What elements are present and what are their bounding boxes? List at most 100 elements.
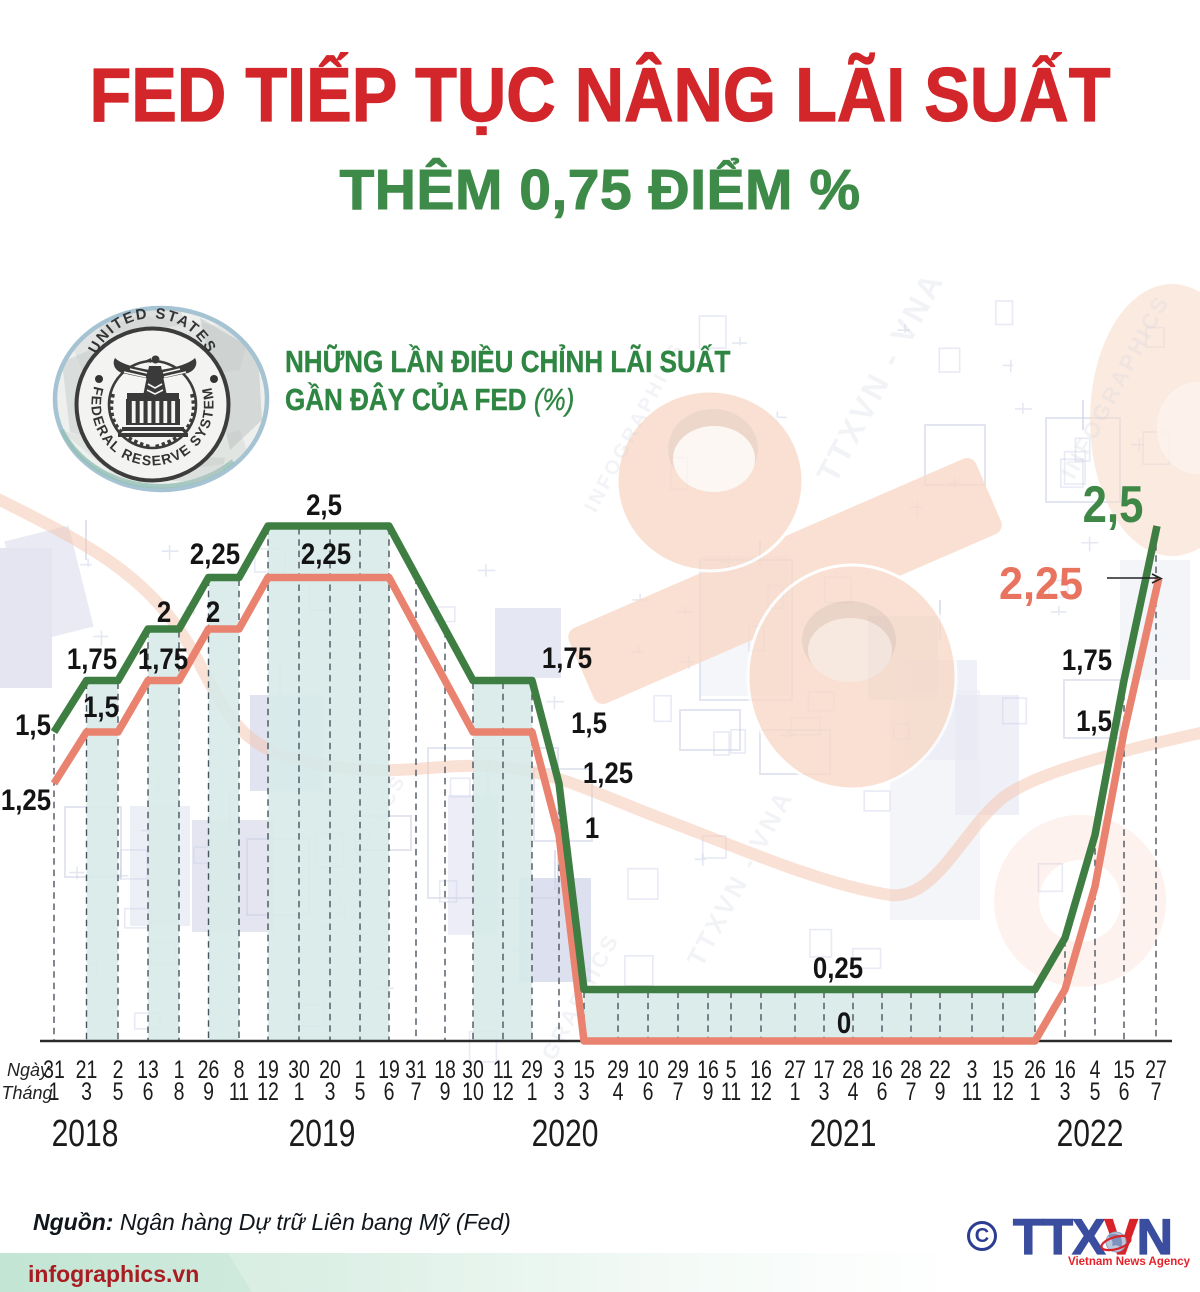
svg-text:1,5: 1,5 <box>1076 704 1112 737</box>
svg-text:9: 9 <box>203 1078 214 1106</box>
svg-text:16: 16 <box>871 1056 893 1084</box>
svg-text:2021: 2021 <box>810 1113 877 1155</box>
svg-text:6: 6 <box>384 1078 395 1106</box>
svg-text:31: 31 <box>405 1056 427 1084</box>
svg-text:1: 1 <box>49 1078 60 1106</box>
svg-text:17: 17 <box>813 1056 835 1084</box>
svg-text:12: 12 <box>992 1078 1014 1106</box>
svg-text:5: 5 <box>355 1078 366 1106</box>
svg-text:7: 7 <box>1151 1078 1162 1106</box>
svg-text:0,25: 0,25 <box>813 951 863 984</box>
svg-text:16: 16 <box>750 1056 772 1084</box>
svg-text:1: 1 <box>527 1078 538 1106</box>
svg-text:0: 0 <box>837 1006 851 1039</box>
svg-text:7: 7 <box>411 1078 422 1106</box>
svg-text:1,5: 1,5 <box>83 690 119 723</box>
svg-text:1: 1 <box>174 1056 185 1084</box>
svg-text:2018: 2018 <box>52 1113 119 1155</box>
svg-text:1,75: 1,75 <box>542 641 592 674</box>
svg-text:15: 15 <box>992 1056 1014 1084</box>
svg-text:1: 1 <box>790 1078 801 1106</box>
svg-text:1: 1 <box>1030 1078 1041 1106</box>
svg-text:4: 4 <box>613 1078 624 1106</box>
svg-text:3: 3 <box>554 1056 565 1084</box>
svg-text:9: 9 <box>440 1078 451 1106</box>
svg-text:3: 3 <box>554 1078 565 1106</box>
svg-text:4: 4 <box>1090 1056 1101 1084</box>
svg-text:9: 9 <box>703 1078 714 1106</box>
svg-text:1: 1 <box>294 1078 305 1106</box>
svg-text:2,25: 2,25 <box>190 537 240 570</box>
svg-text:28: 28 <box>842 1056 864 1084</box>
svg-text:30: 30 <box>288 1056 310 1084</box>
svg-text:28: 28 <box>900 1056 922 1084</box>
svg-text:6: 6 <box>143 1078 154 1106</box>
svg-text:7: 7 <box>906 1078 917 1106</box>
svg-text:9: 9 <box>935 1078 946 1106</box>
svg-text:27: 27 <box>784 1056 806 1084</box>
svg-text:3: 3 <box>1060 1078 1071 1106</box>
svg-text:1,25: 1,25 <box>1 783 51 816</box>
svg-text:5: 5 <box>1090 1078 1101 1106</box>
svg-text:1,75: 1,75 <box>1062 643 1112 676</box>
svg-text:1: 1 <box>585 811 599 844</box>
svg-text:6: 6 <box>1119 1078 1130 1106</box>
svg-text:2,5: 2,5 <box>1083 477 1144 534</box>
svg-text:5: 5 <box>726 1056 737 1084</box>
svg-text:Tháng: Tháng <box>1 1083 52 1103</box>
svg-text:16: 16 <box>697 1056 719 1084</box>
svg-text:10: 10 <box>637 1056 659 1084</box>
svg-text:20: 20 <box>319 1056 341 1084</box>
svg-text:4: 4 <box>848 1078 859 1106</box>
svg-text:31: 31 <box>43 1056 65 1084</box>
svg-text:10: 10 <box>462 1078 484 1106</box>
svg-text:11: 11 <box>493 1056 513 1084</box>
svg-text:12: 12 <box>257 1078 279 1106</box>
svg-text:1,75: 1,75 <box>138 642 188 675</box>
svg-text:1,25: 1,25 <box>583 756 633 789</box>
svg-text:TTXVN - VNA: TTXVN - VNA <box>681 784 800 971</box>
svg-text:12: 12 <box>492 1078 514 1106</box>
svg-text:26: 26 <box>1024 1056 1046 1084</box>
svg-text:29: 29 <box>607 1056 629 1084</box>
svg-text:6: 6 <box>643 1078 654 1106</box>
svg-text:8: 8 <box>174 1078 185 1106</box>
svg-text:1,75: 1,75 <box>67 642 117 675</box>
svg-text:21: 21 <box>76 1056 98 1084</box>
svg-text:26: 26 <box>198 1056 220 1084</box>
svg-text:11: 11 <box>962 1078 982 1106</box>
svg-text:16: 16 <box>1054 1056 1076 1084</box>
svg-text:15: 15 <box>573 1056 595 1084</box>
svg-text:2,25: 2,25 <box>301 537 351 570</box>
svg-text:3: 3 <box>325 1078 336 1106</box>
svg-text:6: 6 <box>877 1078 888 1106</box>
svg-text:3: 3 <box>967 1056 978 1084</box>
svg-text:29: 29 <box>521 1056 543 1084</box>
svg-text:7: 7 <box>673 1078 684 1106</box>
svg-text:30: 30 <box>462 1056 484 1084</box>
svg-text:27: 27 <box>1145 1056 1167 1084</box>
svg-text:18: 18 <box>434 1056 456 1084</box>
svg-text:TTXVN - VNA: TTXVN - VNA <box>809 265 951 488</box>
svg-text:1: 1 <box>355 1056 366 1084</box>
svg-text:3: 3 <box>81 1078 92 1106</box>
svg-text:3: 3 <box>579 1078 590 1106</box>
svg-text:15: 15 <box>1113 1056 1135 1084</box>
svg-text:19: 19 <box>257 1056 279 1084</box>
svg-text:11: 11 <box>721 1078 741 1106</box>
svg-text:11: 11 <box>229 1078 249 1106</box>
svg-text:1,5: 1,5 <box>571 706 607 739</box>
svg-text:1,5: 1,5 <box>15 708 51 741</box>
svg-text:19: 19 <box>378 1056 400 1084</box>
svg-text:2,5: 2,5 <box>306 488 342 521</box>
svg-text:2: 2 <box>157 595 171 628</box>
svg-text:Ngày: Ngày <box>7 1060 50 1080</box>
svg-text:29: 29 <box>667 1056 689 1084</box>
svg-text:2019: 2019 <box>289 1113 356 1155</box>
svg-text:13: 13 <box>137 1056 159 1084</box>
svg-text:12: 12 <box>750 1078 772 1106</box>
svg-text:22: 22 <box>929 1056 951 1084</box>
svg-text:5: 5 <box>113 1078 124 1106</box>
svg-text:2,25: 2,25 <box>999 559 1083 609</box>
svg-text:8: 8 <box>234 1056 245 1084</box>
